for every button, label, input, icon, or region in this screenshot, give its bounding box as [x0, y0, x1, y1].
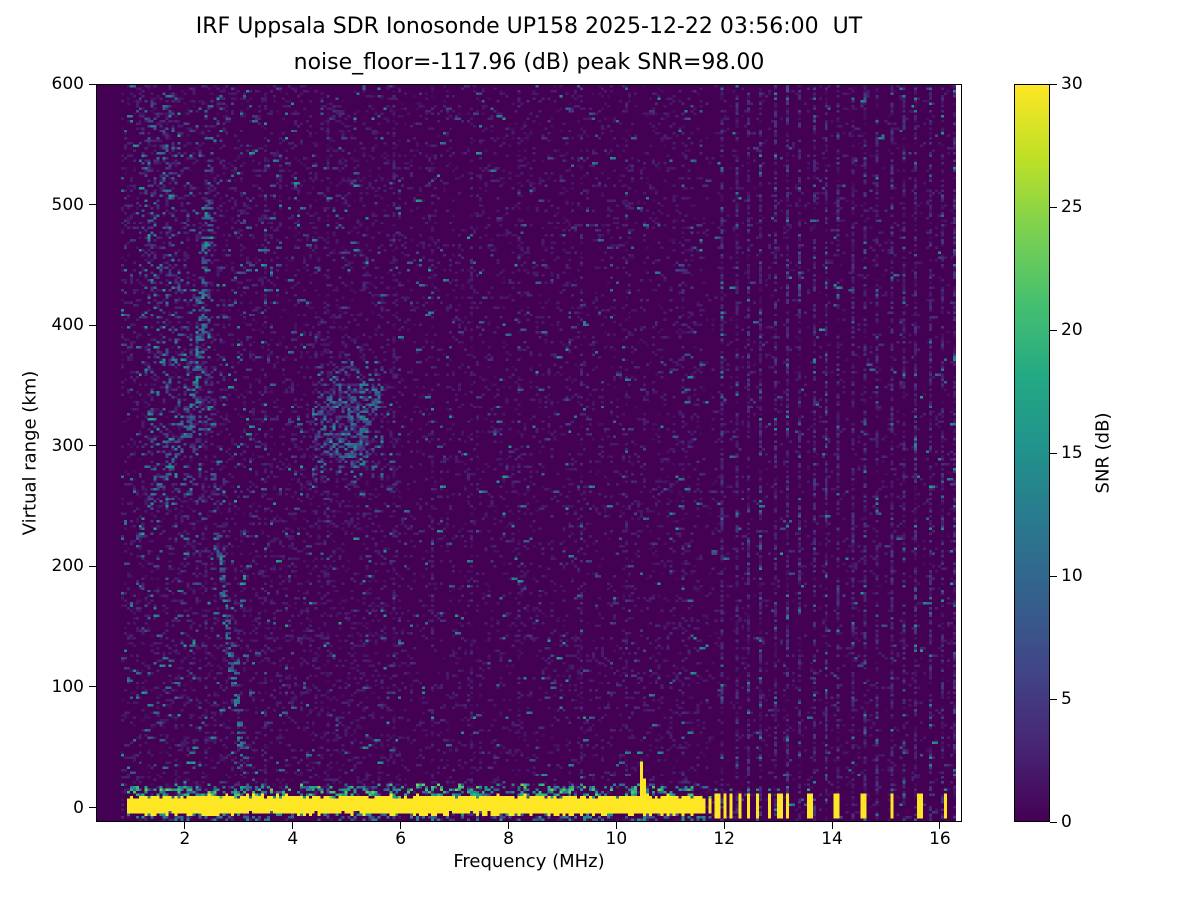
colorbar-tick-label: 25 [1061, 197, 1083, 217]
y-tick-mark [89, 565, 96, 567]
x-tick-label: 4 [287, 829, 299, 849]
chart-title: IRF Uppsala SDR Ionosonde UP158 2025-12-… [195, 14, 863, 39]
y-tick-mark [89, 83, 96, 85]
colorbar-tick-label: 0 [1061, 812, 1072, 832]
x-tick-mark [939, 822, 941, 829]
x-tick-mark [508, 822, 509, 829]
colorbar-tick-mark [1050, 83, 1057, 85]
y-tick-mark [89, 445, 96, 447]
y-tick-label: 100 [51, 676, 84, 697]
x-tick-mark [723, 822, 725, 829]
plot-area [96, 84, 962, 822]
y-tick-label: 600 [51, 74, 84, 94]
colorbar [1014, 84, 1050, 822]
y-tick-label: 300 [51, 435, 84, 456]
x-tick-mark [831, 822, 833, 829]
y-tick-label: 500 [51, 194, 84, 215]
y-tick-label: 400 [51, 315, 84, 336]
ionogram-heatmap-canvas [97, 85, 956, 821]
colorbar-tick-label: 10 [1061, 566, 1083, 586]
x-tick-label: 6 [395, 829, 407, 849]
colorbar-tick-label: 30 [1061, 74, 1083, 94]
chart-subtitle: noise_floor=-117.96 (dB) peak SNR=98.00 [293, 50, 765, 75]
colorbar-tick-mark [1050, 575, 1057, 577]
colorbar-tick-mark [1050, 329, 1057, 331]
colorbar-tick-label: 20 [1061, 320, 1083, 340]
x-tick-mark [400, 822, 402, 829]
y-tick-mark [89, 686, 96, 688]
colorbar-tick-mark [1050, 698, 1057, 700]
x-tick-mark [292, 822, 294, 829]
x-tick-label: 14 [821, 829, 843, 849]
colorbar-tick-mark [1050, 206, 1057, 208]
x-tick-mark [615, 822, 617, 829]
x-tick-label: 16 [929, 829, 951, 849]
y-tick-label: 200 [51, 556, 84, 577]
y-tick-label: 0 [73, 797, 84, 818]
x-tick-label: 10 [605, 829, 628, 849]
x-tick-label: 12 [713, 829, 735, 849]
y-tick-mark [89, 807, 96, 809]
colorbar-tick-mark [1050, 821, 1057, 823]
colorbar-tick-label: 15 [1061, 443, 1083, 463]
y-tick-mark [89, 204, 96, 206]
y-tick-mark [89, 324, 96, 326]
x-tick-label: 2 [179, 829, 191, 849]
x-axis-label: Frequency (MHz) [453, 851, 605, 872]
x-tick-label: 8 [503, 829, 514, 849]
x-tick-mark [184, 822, 186, 829]
colorbar-tick-mark [1050, 452, 1057, 454]
colorbar-tick-label: 5 [1061, 689, 1072, 709]
